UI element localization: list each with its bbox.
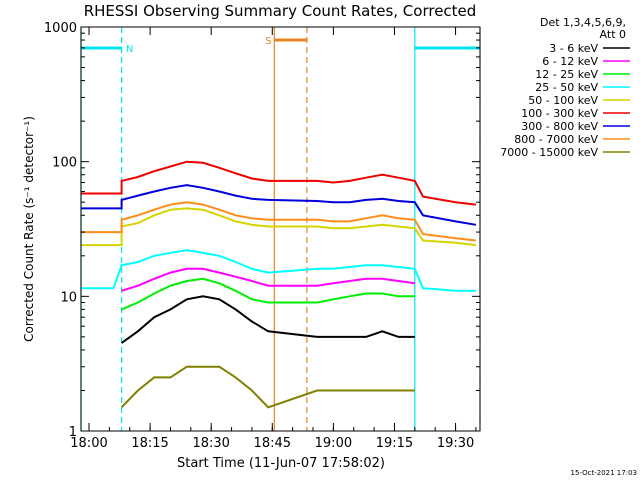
- series-line: [80, 249, 476, 292]
- x-tick-label: 18:15: [131, 436, 168, 451]
- legend-entry-label: 300 - 800 keV: [521, 120, 598, 133]
- legend-entry-label: 3 - 6 keV: [549, 42, 598, 55]
- x-tick-label: 19:00: [315, 436, 352, 451]
- plot-frame: [80, 26, 481, 432]
- legend-entry-label: 100 - 300 keV: [521, 107, 598, 120]
- timestamp-footer: 15-Oct-2021 17:03: [571, 469, 637, 477]
- series-line: [80, 160, 477, 206]
- legend-title: Att 0: [600, 28, 626, 41]
- x-tick-label: 19:30: [437, 436, 474, 451]
- series-line: [121, 277, 415, 311]
- series-line: [121, 267, 415, 292]
- legend-entry-label: 25 - 50 keV: [535, 81, 598, 94]
- legend-entry-label: 800 - 7000 keV: [514, 133, 598, 146]
- series-line: [121, 295, 415, 344]
- y-tick-label: 1000: [44, 21, 77, 36]
- legend-entry-label: 6 - 12 keV: [542, 55, 598, 68]
- x-tick-label: 18:00: [70, 436, 107, 451]
- x-axis-label: Start Time (11-Jun-07 17:58:02): [177, 456, 385, 471]
- series-line: [80, 207, 477, 247]
- annotation-label: S: [265, 36, 271, 47]
- y-tick-label: 100: [52, 156, 77, 171]
- axes-layer: 18:00 18:15 18:30 18:45 19:00 19:15 19:30 1 10 10…: [44, 21, 480, 451]
- legend-entry-label: 7000 - 15000 keV: [500, 146, 598, 159]
- x-tick-label: 18:45: [254, 436, 291, 451]
- y-tick-label: 1: [69, 425, 77, 440]
- x-tick-label: 19:15: [376, 436, 413, 451]
- series-line: [80, 201, 477, 242]
- series-line: [80, 184, 477, 226]
- legend-entry-label: 12 - 25 keV: [535, 68, 598, 81]
- y-axis-label: Corrected Count Rate (s⁻¹ detector⁻¹): [22, 116, 36, 342]
- chart-title: RHESSI Observing Summary Count Rates, Co…: [84, 2, 477, 20]
- x-tick-label: 18:30: [192, 436, 229, 451]
- y-tick-label: 10: [60, 290, 77, 305]
- legend-title: Det 1,3,4,5,6,9,: [540, 16, 626, 29]
- legend-entry-label: 50 - 100 keV: [528, 94, 598, 107]
- series-layer: [80, 160, 477, 409]
- series-line: [120, 365, 415, 409]
- annotation-label: N: [126, 44, 133, 55]
